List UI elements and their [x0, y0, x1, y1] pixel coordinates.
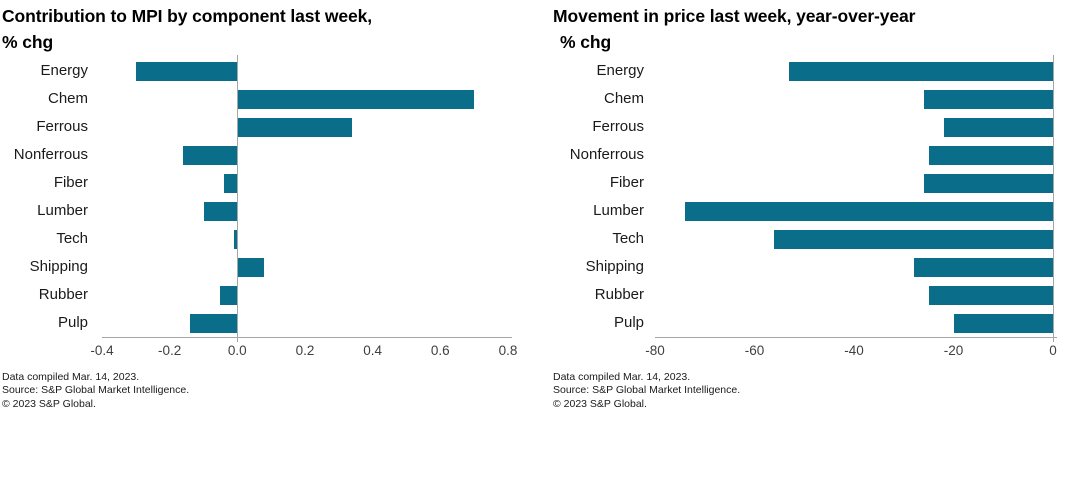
- x-tick-label: 0.6: [430, 343, 450, 358]
- chart-title: Contribution to MPI by component last we…: [2, 3, 372, 55]
- bar-rubber: [220, 285, 238, 305]
- category-label-fiber: Fiber: [609, 174, 644, 191]
- footnote-line-source: Source: S&P Global Market Intelligence.: [553, 384, 741, 397]
- bar-nonferrous: [928, 145, 1053, 165]
- x-tick-label: 0.2: [295, 343, 315, 358]
- zero-gridline: [237, 55, 239, 342]
- footnote-line-copyright: © 2023 S&P Global.: [553, 397, 647, 410]
- bar-nonferrous: [183, 145, 238, 165]
- bar-tech: [233, 229, 238, 249]
- x-tick-label: -0.2: [158, 343, 182, 358]
- category-label-fiber: Fiber: [53, 174, 88, 191]
- chart-title: Movement in price last week, year-over-y…: [553, 3, 916, 55]
- footnote: Data compiled Mar. 14, 2023. Source: S&P…: [2, 371, 189, 411]
- chart-contribution-to-mpi: Contribution to MPI by component last we…: [2, 3, 518, 411]
- x-tick-label: -0.4: [90, 343, 114, 358]
- footnote-line-copyright: © 2023 S&P Global.: [2, 397, 96, 410]
- category-label-nonferrous: Nonferrous: [13, 146, 88, 163]
- x-tick-label: 0.4: [363, 343, 383, 358]
- x-tick-label: -60: [744, 343, 765, 358]
- bar-lumber: [684, 201, 1053, 221]
- chart-title-line1: Movement in price last week, year-over-y…: [553, 6, 916, 26]
- bar-shipping: [237, 257, 265, 277]
- category-label-ferrous: Ferrous: [36, 118, 88, 135]
- category-label-shipping: Shipping: [585, 258, 644, 275]
- category-label-pulp: Pulp: [613, 314, 644, 331]
- bar-lumber: [203, 201, 238, 221]
- plot-area: Energy Chem Ferrous Nonferrous Fiber Lumber Te…: [13, 55, 518, 358]
- bar-chem: [237, 89, 475, 109]
- bar-ferrous: [943, 117, 1053, 137]
- bar-energy: [135, 61, 238, 81]
- category-label-lumber: Lumber: [37, 202, 88, 219]
- footnote-line-compiled: Data compiled Mar. 14, 2023.: [2, 371, 140, 383]
- category-label-tech: Tech: [56, 230, 88, 247]
- x-tick-label: 0: [1049, 343, 1057, 358]
- chart-title-line1: Contribution to MPI by component last we…: [2, 6, 373, 26]
- category-label-ferrous: Ferrous: [592, 118, 644, 135]
- category-label-pulp: Pulp: [57, 314, 88, 331]
- zero-gridline: [1053, 55, 1054, 342]
- footnote: Data compiled Mar. 14, 2023. Source: S&P…: [553, 371, 740, 411]
- bar-tech: [774, 229, 1053, 249]
- bar-shipping: [913, 257, 1053, 277]
- category-label-tech: Tech: [612, 230, 644, 247]
- bar-pulp: [953, 313, 1053, 333]
- bar-ferrous: [237, 117, 353, 137]
- category-label-energy: Energy: [596, 62, 644, 79]
- chart-title-line2: % chg: [560, 32, 612, 52]
- bar-fiber: [923, 173, 1053, 193]
- bar-fiber: [223, 173, 238, 193]
- category-label-shipping: Shipping: [29, 258, 88, 275]
- x-tick-label: 0.0: [227, 343, 247, 358]
- bar-energy: [789, 61, 1053, 81]
- category-label-energy: Energy: [40, 62, 88, 79]
- category-label-rubber: Rubber: [38, 286, 88, 303]
- x-axis-line: [102, 337, 512, 338]
- bar-pulp: [190, 313, 238, 333]
- x-tick-label: 0.8: [498, 343, 518, 358]
- x-tick-label: -20: [943, 343, 964, 358]
- bar-chem: [923, 89, 1053, 109]
- chart-title-line2: % chg: [2, 32, 54, 52]
- x-tick-label: -40: [844, 343, 864, 358]
- category-label-nonferrous: Nonferrous: [569, 146, 644, 163]
- footnote-line-compiled: Data compiled Mar. 14, 2023.: [553, 371, 691, 383]
- bar-rubber: [928, 285, 1053, 305]
- x-tick-label: -80: [645, 343, 665, 358]
- category-label-lumber: Lumber: [593, 202, 644, 219]
- plot-area: Energy Chem Ferrous Nonferrous Fiber Lumber Te…: [542, 0, 1084, 481]
- chart-price-movement-yoy: Movement in price last week, year-over-y…: [542, 0, 1084, 481]
- x-axis-line: [655, 337, 1057, 338]
- category-label-chem: Chem: [47, 90, 88, 107]
- category-label-chem: Chem: [603, 90, 644, 107]
- category-label-rubber: Rubber: [594, 286, 644, 303]
- footnote-line-source: Source: S&P Global Market Intelligence.: [2, 384, 190, 397]
